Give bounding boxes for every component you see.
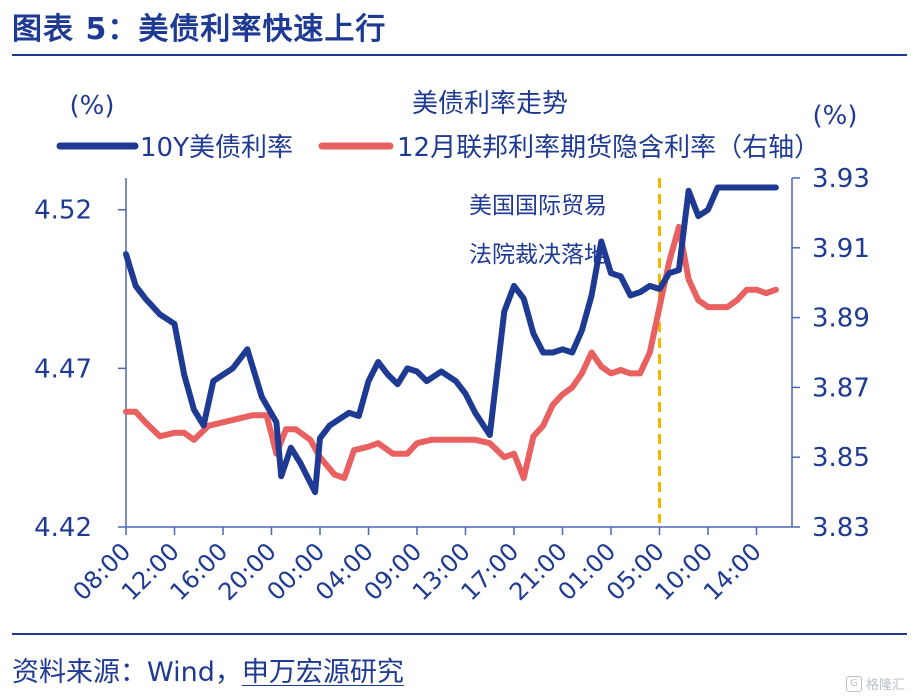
legend-label-10y: 10Y美债利率 [140, 133, 293, 163]
watermark-text: 格隆汇 [866, 674, 905, 693]
chart: 美债利率走势 (%) (%) 10Y美债利率 12月联邦利率期货隐含利率（右轴）… [0, 56, 919, 636]
right-tick-label: 3.85 [812, 443, 870, 473]
right-tick-label: 3.89 [812, 304, 870, 334]
annotation-line-1: 美国国际贸易 [469, 193, 607, 219]
watermark: G 格隆汇 [846, 674, 905, 693]
footer-rule [12, 633, 907, 635]
left-tick-label: 4.42 [34, 513, 92, 543]
annotation-line-2: 法院裁决落地 [469, 242, 607, 268]
right-tick-label: 3.83 [812, 513, 870, 543]
g-logo-icon: G [846, 676, 862, 692]
right-tick-label: 3.91 [812, 234, 870, 264]
right-tick-label: 3.87 [812, 373, 870, 403]
page-title: 图表 5：美债利率快速上行 [12, 4, 386, 48]
annotation: 美国国际贸易 法院裁决落地 [469, 193, 607, 268]
legend-label-futures: 12月联邦利率期货隐含利率（右轴） [397, 133, 820, 163]
right-axis-unit: (%) [813, 101, 858, 131]
right-tick-label: 3.93 [812, 164, 870, 194]
legend: 10Y美债利率 12月联邦利率期货隐含利率（右轴） [60, 133, 820, 163]
left-axis-unit: (%) [70, 91, 115, 121]
source-org: 申万宏源研究 [242, 657, 404, 688]
source-note: 资料来源：Wind，申万宏源研究 [12, 650, 404, 689]
left-tick-label: 4.52 [34, 196, 92, 226]
chart-title: 美债利率走势 [412, 89, 568, 119]
left-tick-label: 4.47 [34, 354, 92, 384]
source-prefix: 资料来源：Wind， [12, 657, 242, 688]
